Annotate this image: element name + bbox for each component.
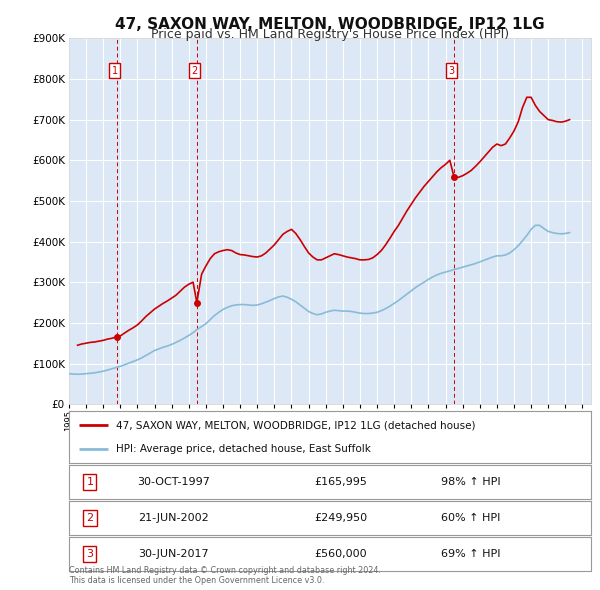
Text: 2: 2 (191, 66, 197, 76)
Text: 47, SAXON WAY, MELTON, WOODBRIDGE, IP12 1LG (detached house): 47, SAXON WAY, MELTON, WOODBRIDGE, IP12 … (116, 420, 475, 430)
Text: 21-JUN-2002: 21-JUN-2002 (138, 513, 209, 523)
Text: £249,950: £249,950 (314, 513, 367, 523)
Text: £560,000: £560,000 (314, 549, 367, 559)
Text: 30-JUN-2017: 30-JUN-2017 (138, 549, 209, 559)
Text: 47, SAXON WAY, MELTON, WOODBRIDGE, IP12 1LG: 47, SAXON WAY, MELTON, WOODBRIDGE, IP12 … (115, 17, 545, 31)
Text: HPI: Average price, detached house, East Suffolk: HPI: Average price, detached house, East… (116, 444, 371, 454)
Text: 30-OCT-1997: 30-OCT-1997 (137, 477, 210, 487)
Text: Contains HM Land Registry data © Crown copyright and database right 2024.
This d: Contains HM Land Registry data © Crown c… (69, 566, 381, 585)
Text: £165,995: £165,995 (314, 477, 367, 487)
Text: 69% ↑ HPI: 69% ↑ HPI (441, 549, 500, 559)
Text: 98% ↑ HPI: 98% ↑ HPI (441, 477, 501, 487)
Text: 60% ↑ HPI: 60% ↑ HPI (441, 513, 500, 523)
Text: 1: 1 (86, 477, 94, 487)
Text: Price paid vs. HM Land Registry's House Price Index (HPI): Price paid vs. HM Land Registry's House … (151, 28, 509, 41)
Text: 3: 3 (86, 549, 94, 559)
Text: 1: 1 (112, 66, 118, 76)
Text: 2: 2 (86, 513, 94, 523)
Text: 3: 3 (448, 66, 454, 76)
